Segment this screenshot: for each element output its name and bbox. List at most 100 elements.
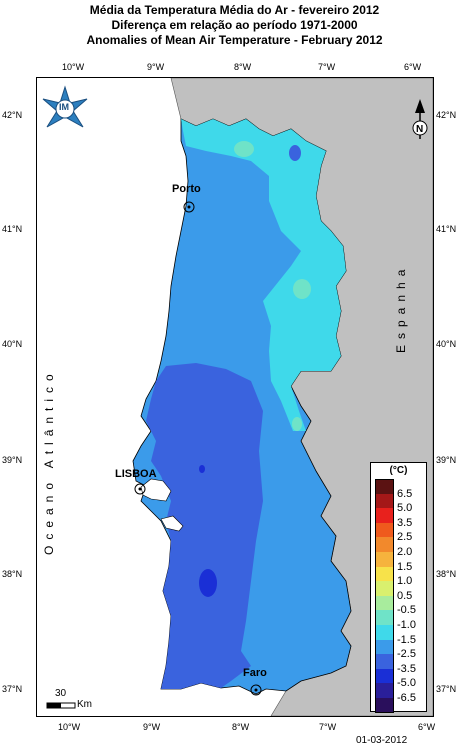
lat-tick-right-41n: 41°N — [436, 224, 457, 234]
lisboa-marker-dot — [138, 487, 142, 491]
legend-row: -2.5 — [375, 639, 425, 660]
legend-value: -6.5 — [397, 691, 416, 704]
logo-text: IM — [59, 102, 69, 112]
legend-swatch — [375, 552, 394, 567]
legend-swatch — [375, 479, 394, 494]
legend-value: 1.5 — [397, 560, 413, 573]
legend-row: 2.0 — [375, 537, 425, 557]
legend-value: 6.5 — [397, 487, 413, 500]
lon-tick-bottom-8w: 8°W — [232, 722, 250, 732]
legend-row: 6.5 — [375, 479, 425, 499]
legend-swatch — [375, 683, 394, 698]
ocean-label: Oceano Atlântico — [42, 368, 56, 555]
legend-value: -0.5 — [397, 604, 416, 617]
lon-tick-top-7w: 7°W — [318, 62, 336, 72]
im-logo-icon — [42, 85, 88, 128]
legend-row: 1.5 — [375, 552, 425, 572]
lon-tick-bottom-10w: 10°W — [58, 722, 81, 732]
lat-tick-left-40n: 40°N — [2, 339, 23, 349]
lat-tick-right-38n: 38°N — [436, 569, 457, 579]
title-line-2: Diferença em relação ao período 1971-200… — [111, 18, 358, 32]
legend-value: 2.0 — [397, 545, 413, 558]
legend-row: 3.5 — [375, 508, 425, 528]
map-frame: N — [36, 77, 434, 717]
legend-swatch — [375, 668, 394, 684]
legend-row: 5.0 — [375, 493, 425, 514]
lat-tick-left-42n: 42°N — [2, 110, 23, 120]
tagus-estuary — [140, 478, 172, 502]
legend: (°C) 6.5 5.0 3.5 2.5 2.0 1.5 1.0 0.5 -0.5 -1.0 -1.… — [370, 462, 427, 713]
legend-row: -0.5 — [375, 595, 425, 616]
legend-swatch — [375, 625, 394, 640]
dark-spot-north — [289, 145, 301, 161]
lisboa-marker — [134, 483, 146, 495]
legend-value: -1.5 — [397, 633, 416, 646]
faro-marker-dot — [254, 688, 258, 692]
legend-value: -5.0 — [397, 677, 416, 690]
lon-tick-top-8w: 8°W — [234, 62, 252, 72]
scale-value: 30 — [55, 688, 67, 699]
legend-value: -2.5 — [397, 648, 416, 661]
legend-row: 1.0 — [375, 566, 425, 587]
date-label: 01-03-2012 — [356, 735, 408, 746]
legend-value: 2.5 — [397, 531, 413, 544]
legend-row: 0.5 — [375, 581, 425, 601]
legend-swatch — [375, 581, 394, 596]
lat-tick-right-39n: 39°N — [436, 455, 457, 465]
lat-tick-right-40n: 40°N — [436, 339, 457, 349]
lon-tick-top-6w: 6°W — [404, 62, 422, 72]
legend-swatch — [375, 639, 394, 655]
legend-swatch — [375, 522, 394, 538]
city-label-porto: Porto — [172, 183, 201, 195]
core-patch-large — [199, 569, 217, 597]
lat-tick-left-37n: 37°N — [2, 684, 23, 694]
porto-marker-dot — [187, 205, 191, 209]
portugal-region-strong — [146, 363, 263, 689]
legend-value: -3.5 — [397, 662, 416, 675]
city-label-lisboa: LISBOA — [115, 468, 157, 480]
legend-swatch — [375, 508, 394, 523]
legend-swatch — [375, 654, 394, 669]
legend-swatch — [375, 610, 394, 625]
legend-value: -1.0 — [397, 618, 416, 631]
lon-tick-top-9w: 9°W — [147, 62, 165, 72]
legend-swatch — [375, 493, 394, 509]
scale-bar — [46, 702, 76, 709]
lat-tick-left-39n: 39°N — [2, 455, 23, 465]
map-svg: N — [42, 77, 434, 717]
lat-tick-left-41n: 41°N — [2, 224, 23, 234]
legend-title: (°C) — [389, 465, 408, 476]
legend-value: 5.0 — [397, 502, 413, 515]
faro-marker — [250, 684, 262, 696]
city-label-faro: Faro — [243, 667, 267, 679]
legend-swatch — [375, 566, 394, 582]
legend-row: 2.5 — [375, 522, 425, 543]
title-line-1: Média da Temperatura Média do Ar - fever… — [89, 3, 380, 17]
porto-marker — [183, 201, 195, 213]
legend-value: 1.0 — [397, 575, 413, 588]
lat-tick-left-38n: 38°N — [2, 569, 23, 579]
portugal-region-light — [181, 119, 346, 431]
lat-tick-right-42n: 42°N — [436, 110, 457, 120]
pale-patch-south — [292, 417, 302, 431]
lon-tick-bottom-7w: 7°W — [319, 722, 337, 732]
legend-swatch — [375, 595, 394, 611]
legend-row: -5.0 — [375, 668, 425, 689]
spain-label: Espanha — [394, 263, 408, 353]
pale-patch-north — [234, 141, 254, 157]
core-patch-small — [199, 465, 205, 473]
legend-row — [375, 698, 425, 713]
sado-estuary — [160, 515, 184, 532]
lon-tick-bottom-9w: 9°W — [143, 722, 161, 732]
svg-text:N: N — [416, 124, 423, 135]
legend-swatch — [375, 698, 394, 713]
legend-row: -1.5 — [375, 625, 425, 645]
title-line-3: Anomalies of Mean Air Temperature - Febr… — [86, 33, 383, 47]
legend-value: 3.5 — [397, 516, 413, 529]
legend-row: -3.5 — [375, 654, 425, 674]
legend-value: 0.5 — [397, 589, 413, 602]
legend-row: -6.5 — [375, 683, 425, 703]
lat-tick-right-37n: 37°N — [436, 684, 457, 694]
legend-row: -1.0 — [375, 610, 425, 630]
legend-swatch — [375, 537, 394, 552]
